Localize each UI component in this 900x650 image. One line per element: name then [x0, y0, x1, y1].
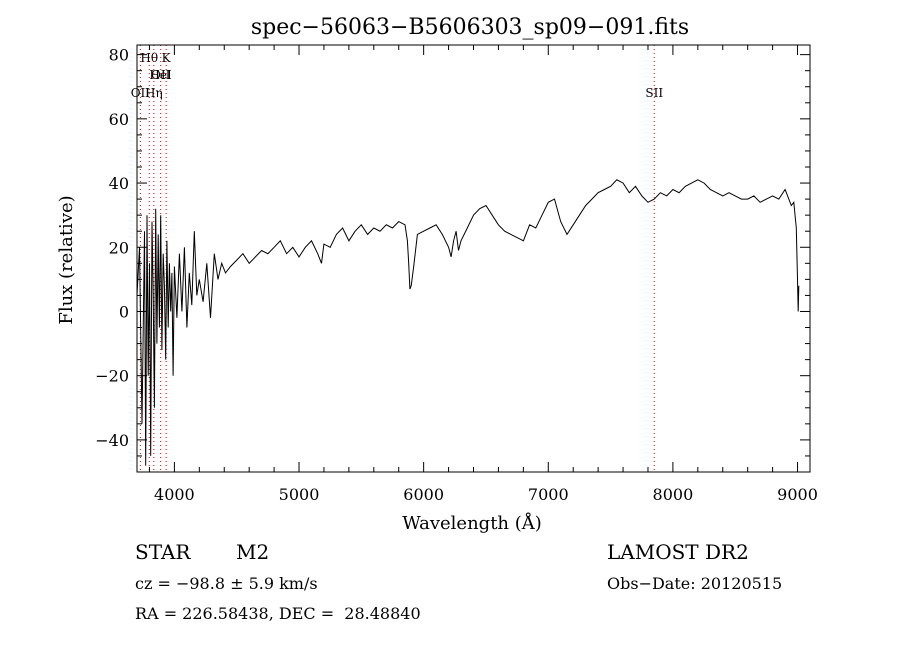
line-marker-label: OII	[151, 68, 171, 82]
redshift-velocity: cz = −98.8 ± 5.9 km/s	[135, 574, 318, 593]
y-tick-label: 0	[119, 302, 129, 321]
x-tick-label: 5000	[279, 485, 320, 504]
survey-name: LAMOST DR2	[607, 540, 749, 564]
y-tick-label: 80	[109, 46, 129, 65]
x-tick-label: 8000	[653, 485, 694, 504]
observation-date: Obs−Date: 20120515	[607, 574, 783, 593]
y-tick-label: −20	[95, 367, 129, 386]
x-axis-label: Wavelength (Å)	[402, 512, 542, 534]
y-axis-label: Flux (relative)	[56, 195, 77, 324]
x-tick-label: 4000	[154, 485, 195, 504]
spectrum-line	[136, 179, 800, 466]
sky-coordinates: RA = 226.58438, DEC = 28.48840	[135, 604, 421, 623]
line-marker-label: Hθ	[140, 51, 158, 65]
y-tick-label: 60	[109, 110, 129, 129]
line-marker-label: HeI	[149, 68, 172, 82]
x-axis: 4000 5000 6000 7000 8000 9000	[148, 45, 818, 504]
x-tick-label: 6000	[403, 485, 444, 504]
x-tick-label: 7000	[528, 485, 569, 504]
y-axis: −40 −20 0 20 40 60 80	[95, 46, 810, 457]
y-tick-label: 40	[109, 174, 129, 193]
line-marker-label: Hη	[145, 86, 163, 100]
chart-title: spec−56063−B5606303_sp09−091.fits	[251, 15, 689, 40]
x-tick-label: 9000	[777, 485, 818, 504]
line-marker-label: K	[162, 51, 172, 65]
object-subclass: M2	[236, 540, 270, 564]
line-marker-label: OII	[131, 86, 151, 100]
object-class: STAR	[135, 540, 191, 564]
y-tick-label: −40	[95, 431, 129, 450]
line-marker-label: SII	[645, 86, 663, 100]
y-tick-label: 20	[109, 238, 129, 257]
